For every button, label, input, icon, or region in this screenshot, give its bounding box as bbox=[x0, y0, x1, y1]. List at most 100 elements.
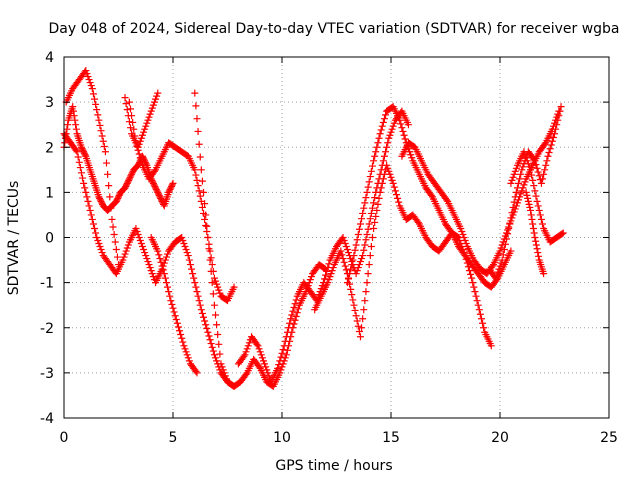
data-point-marker bbox=[366, 173, 374, 181]
data-point-marker bbox=[279, 346, 287, 354]
data-point-marker bbox=[350, 252, 358, 260]
data-point-marker bbox=[179, 338, 187, 346]
data-point-marker bbox=[222, 375, 230, 383]
data-point-marker bbox=[329, 264, 337, 272]
data-point-marker bbox=[210, 301, 218, 309]
data-point-marker bbox=[153, 187, 161, 195]
x-tick-label: 15 bbox=[382, 430, 400, 446]
y-tick-label: 0 bbox=[45, 231, 54, 247]
data-point-marker bbox=[193, 176, 201, 184]
data-point-marker bbox=[159, 266, 167, 274]
data-point-marker bbox=[197, 306, 205, 314]
data-point-marker bbox=[188, 265, 196, 273]
data-point-marker bbox=[182, 348, 190, 356]
data-point-marker bbox=[148, 270, 156, 278]
data-point-marker bbox=[540, 270, 548, 278]
data-point-marker bbox=[142, 160, 150, 168]
data-point-marker bbox=[137, 240, 145, 248]
data-point-marker bbox=[546, 145, 554, 153]
x-tick-label: 5 bbox=[169, 430, 178, 446]
data-point-marker bbox=[530, 229, 538, 237]
data-point-marker bbox=[358, 255, 366, 263]
data-point-marker bbox=[535, 206, 543, 214]
data-point-marker bbox=[527, 166, 535, 174]
data-point-marker bbox=[537, 215, 545, 223]
series-arc11 bbox=[398, 107, 563, 278]
data-point-marker bbox=[349, 296, 357, 304]
data-point-marker bbox=[547, 141, 555, 149]
data-point-marker bbox=[195, 297, 203, 305]
data-point-marker bbox=[326, 273, 334, 281]
y-tick-label: 1 bbox=[45, 185, 54, 201]
data-point-marker bbox=[196, 301, 204, 309]
data-point-marker bbox=[92, 100, 100, 108]
data-point-marker bbox=[149, 178, 157, 186]
data-point-marker bbox=[205, 332, 213, 340]
data-point-marker bbox=[557, 103, 565, 111]
data-point-marker bbox=[306, 276, 314, 284]
data-point-marker bbox=[150, 98, 158, 106]
data-point-marker bbox=[498, 241, 506, 249]
data-point-marker bbox=[89, 220, 97, 228]
data-point-marker bbox=[532, 237, 540, 245]
data-point-marker bbox=[513, 199, 521, 207]
data-point-marker bbox=[202, 321, 210, 329]
data-point-marker bbox=[358, 215, 366, 223]
data-point-marker bbox=[169, 304, 177, 312]
data-point-marker bbox=[507, 179, 515, 187]
data-point-marker bbox=[135, 140, 143, 148]
data-point-marker bbox=[521, 151, 529, 159]
data-point-marker bbox=[480, 324, 488, 332]
data-point-marker bbox=[516, 175, 524, 183]
data-point-marker bbox=[384, 164, 392, 172]
data-point-marker bbox=[510, 198, 518, 206]
data-point-marker bbox=[543, 157, 551, 165]
data-point-marker bbox=[374, 139, 382, 147]
data-point-marker bbox=[215, 286, 223, 294]
data-point-marker bbox=[379, 175, 387, 183]
data-point-marker bbox=[165, 188, 173, 196]
data-point-marker bbox=[492, 274, 500, 282]
data-point-marker bbox=[503, 235, 511, 243]
data-point-marker bbox=[152, 184, 160, 192]
data-point-marker bbox=[367, 209, 375, 217]
data-point-marker bbox=[136, 137, 144, 145]
data-point-marker bbox=[509, 203, 517, 211]
data-point-marker bbox=[291, 316, 299, 324]
series-arc3 bbox=[62, 67, 122, 269]
data-point-marker bbox=[523, 157, 531, 165]
data-point-marker bbox=[110, 230, 118, 238]
data-point-marker bbox=[145, 113, 153, 121]
data-point-marker bbox=[196, 192, 204, 200]
data-point-marker bbox=[167, 297, 175, 305]
data-point-marker bbox=[64, 121, 72, 129]
data-point-marker bbox=[518, 187, 526, 195]
data-point-marker bbox=[96, 196, 104, 204]
data-point-marker bbox=[145, 261, 153, 269]
data-point-marker bbox=[457, 224, 465, 232]
data-point-marker bbox=[368, 234, 376, 241]
data-point-marker bbox=[85, 76, 93, 84]
data-point-marker bbox=[259, 357, 267, 365]
data-point-marker bbox=[525, 163, 533, 171]
data-point-marker bbox=[496, 262, 504, 270]
data-point-marker bbox=[160, 270, 168, 278]
data-point-marker bbox=[344, 274, 352, 282]
data-point-marker bbox=[508, 209, 516, 217]
data-point-marker bbox=[210, 274, 218, 282]
data-point-marker bbox=[354, 230, 362, 238]
data-point-marker bbox=[532, 161, 540, 169]
data-point-marker bbox=[396, 116, 404, 124]
data-point-marker bbox=[202, 211, 210, 219]
data-point-marker bbox=[477, 315, 485, 323]
data-point-marker bbox=[325, 260, 333, 268]
data-point-marker bbox=[126, 173, 134, 181]
data-point-marker bbox=[292, 296, 300, 304]
data-point-marker bbox=[361, 199, 369, 207]
data-point-marker bbox=[69, 107, 77, 115]
data-point-marker bbox=[136, 237, 144, 245]
data-point-marker bbox=[97, 197, 105, 205]
axes-layer: 0 5 10 15 20 25 -4 -3 -2 -1 0 1 2 3 4 bbox=[40, 50, 618, 446]
data-point-marker bbox=[559, 229, 567, 237]
data-point-marker bbox=[101, 148, 109, 156]
